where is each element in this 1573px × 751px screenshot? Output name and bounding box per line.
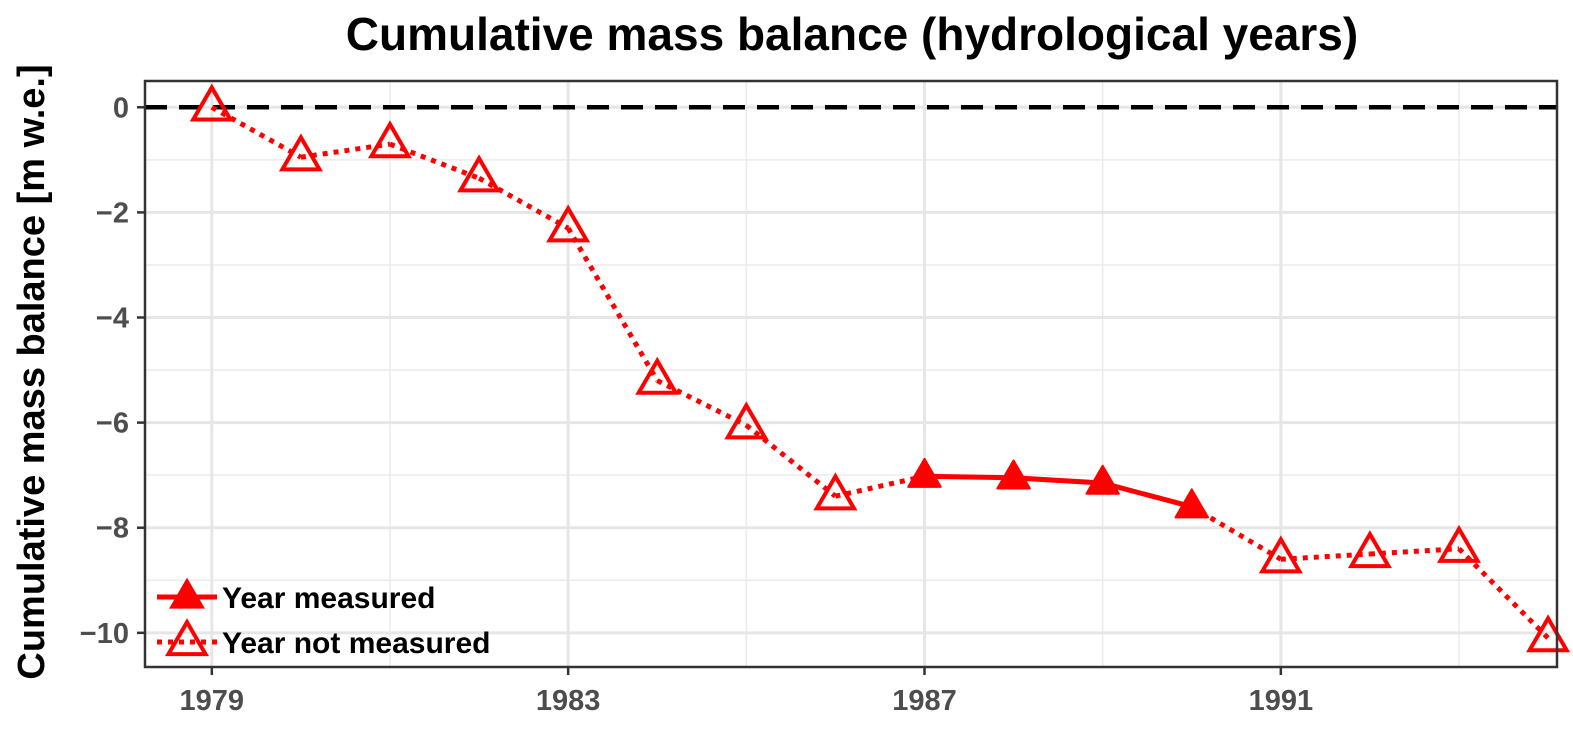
legend-marker-unmeasured [164,618,210,657]
unmeasured-point-marker [1347,530,1392,569]
measured-point-marker [1085,464,1120,495]
unmeasured-line-segment [834,473,926,499]
unmeasured-point-marker [546,204,591,243]
x-tick-label: 1991 [1249,685,1314,717]
gridlines [145,81,1557,667]
y-axis-label: Cumulative mass balance [m w.e.] [11,64,53,679]
plot-border [143,79,1559,669]
axes: 0 −2 −4 −6 −8 −10 1979 1983 1987 1991 [80,79,1559,717]
measured-point-marker [1174,488,1209,519]
legend-marker-measured [169,577,205,609]
legend-label: Year measured [222,582,435,615]
measured-line-segment [1013,475,1103,486]
unmeasured-point-marker [635,356,680,395]
x-tick-label: 1987 [892,685,957,717]
unmeasured-point-marker [278,133,323,172]
unmeasured-point-marker [189,83,234,122]
chart-title: Cumulative mass balance (hydrological ye… [346,8,1358,60]
plot-panel [145,81,1557,667]
y-tick-label: −10 [80,618,129,650]
legend: Year measured Year not measured [157,577,490,660]
measured-point-marker [996,459,1031,490]
y-tick-label: −8 [96,513,129,545]
unmeasured-point-marker [813,472,858,511]
measured-line-segment [1102,480,1193,510]
y-tick-label: 0 [113,92,129,124]
y-tick-label: −2 [96,197,129,229]
measured-point-marker [907,457,942,488]
unmeasured-point-marker [457,154,502,193]
y-tick-label: −6 [96,408,129,440]
y-tick-label: −4 [96,303,129,335]
unmeasured-line-segment [565,226,660,382]
unmeasured-line-segment [744,423,837,499]
legend-label: Year not measured [222,627,490,660]
unmeasured-line-segment [1280,551,1371,562]
unmeasured-line-segment [300,141,391,160]
unmeasured-point-marker [367,120,413,159]
unmeasured-point-marker [1258,535,1303,574]
x-tick-label: 1983 [536,685,601,717]
unmeasured-point-marker [724,401,769,440]
unmeasured-point-marker [1436,524,1482,563]
unmeasured-line-segment [1369,546,1460,557]
measured-line-segment [924,473,1014,481]
x-tick-label: 1979 [180,685,245,717]
